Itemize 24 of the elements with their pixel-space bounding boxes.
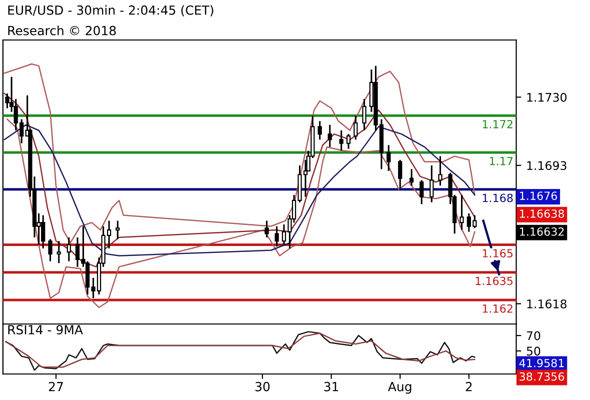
text: 41.9581: [519, 358, 564, 368]
text: 38.7356: [520, 372, 564, 381]
ref-line-label: 1.162: [482, 304, 512, 313]
x-tick-label: 27: [48, 382, 63, 392]
text: 1.1676: [520, 192, 557, 200]
chart-title: EUR/USD - 30min - 2:04:45 (CET): [8, 5, 214, 16]
text: 1.16632: [520, 227, 564, 236]
y-tick-label: 50: [526, 346, 540, 356]
y-tick-label: 1.1618: [527, 299, 566, 308]
y-tick-label: 1.1693: [527, 161, 566, 170]
x-tick-label: 30: [255, 382, 270, 392]
ref-line-label: 1.165: [482, 249, 512, 258]
x-tick-label: 31: [324, 382, 338, 392]
chart-subtitle: Research © 2018: [8, 26, 116, 36]
text: 1.16638: [520, 209, 564, 218]
ref-line-label: 1.17: [490, 157, 513, 166]
x-tick-label: Aug: [388, 382, 412, 394]
chart-title: RSI14 - 9MA: [8, 324, 83, 334]
ref-line-label: 1.168: [482, 194, 513, 202]
y-tick-label: 70: [526, 331, 540, 340]
y-tick-label: 1.1730: [527, 92, 566, 102]
x-tick-label: 2: [466, 382, 472, 392]
ref-line-label: 1.1635: [476, 276, 512, 286]
ref-line-label: 1.172: [482, 120, 512, 128]
